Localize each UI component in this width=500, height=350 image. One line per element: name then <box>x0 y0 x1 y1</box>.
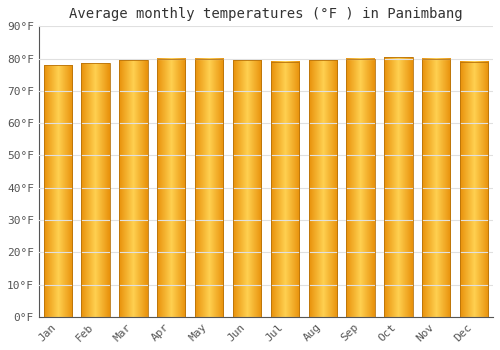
Bar <box>460 62 488 317</box>
Bar <box>270 62 299 317</box>
Bar <box>157 58 186 317</box>
Bar <box>119 60 148 317</box>
Bar <box>44 65 72 317</box>
Bar <box>422 58 450 317</box>
Bar <box>82 63 110 317</box>
Bar <box>384 57 412 317</box>
Title: Average monthly temperatures (°F ) in Panimbang: Average monthly temperatures (°F ) in Pa… <box>69 7 462 21</box>
Bar <box>308 60 337 317</box>
Bar <box>233 60 261 317</box>
Bar <box>195 58 224 317</box>
Bar <box>346 58 375 317</box>
